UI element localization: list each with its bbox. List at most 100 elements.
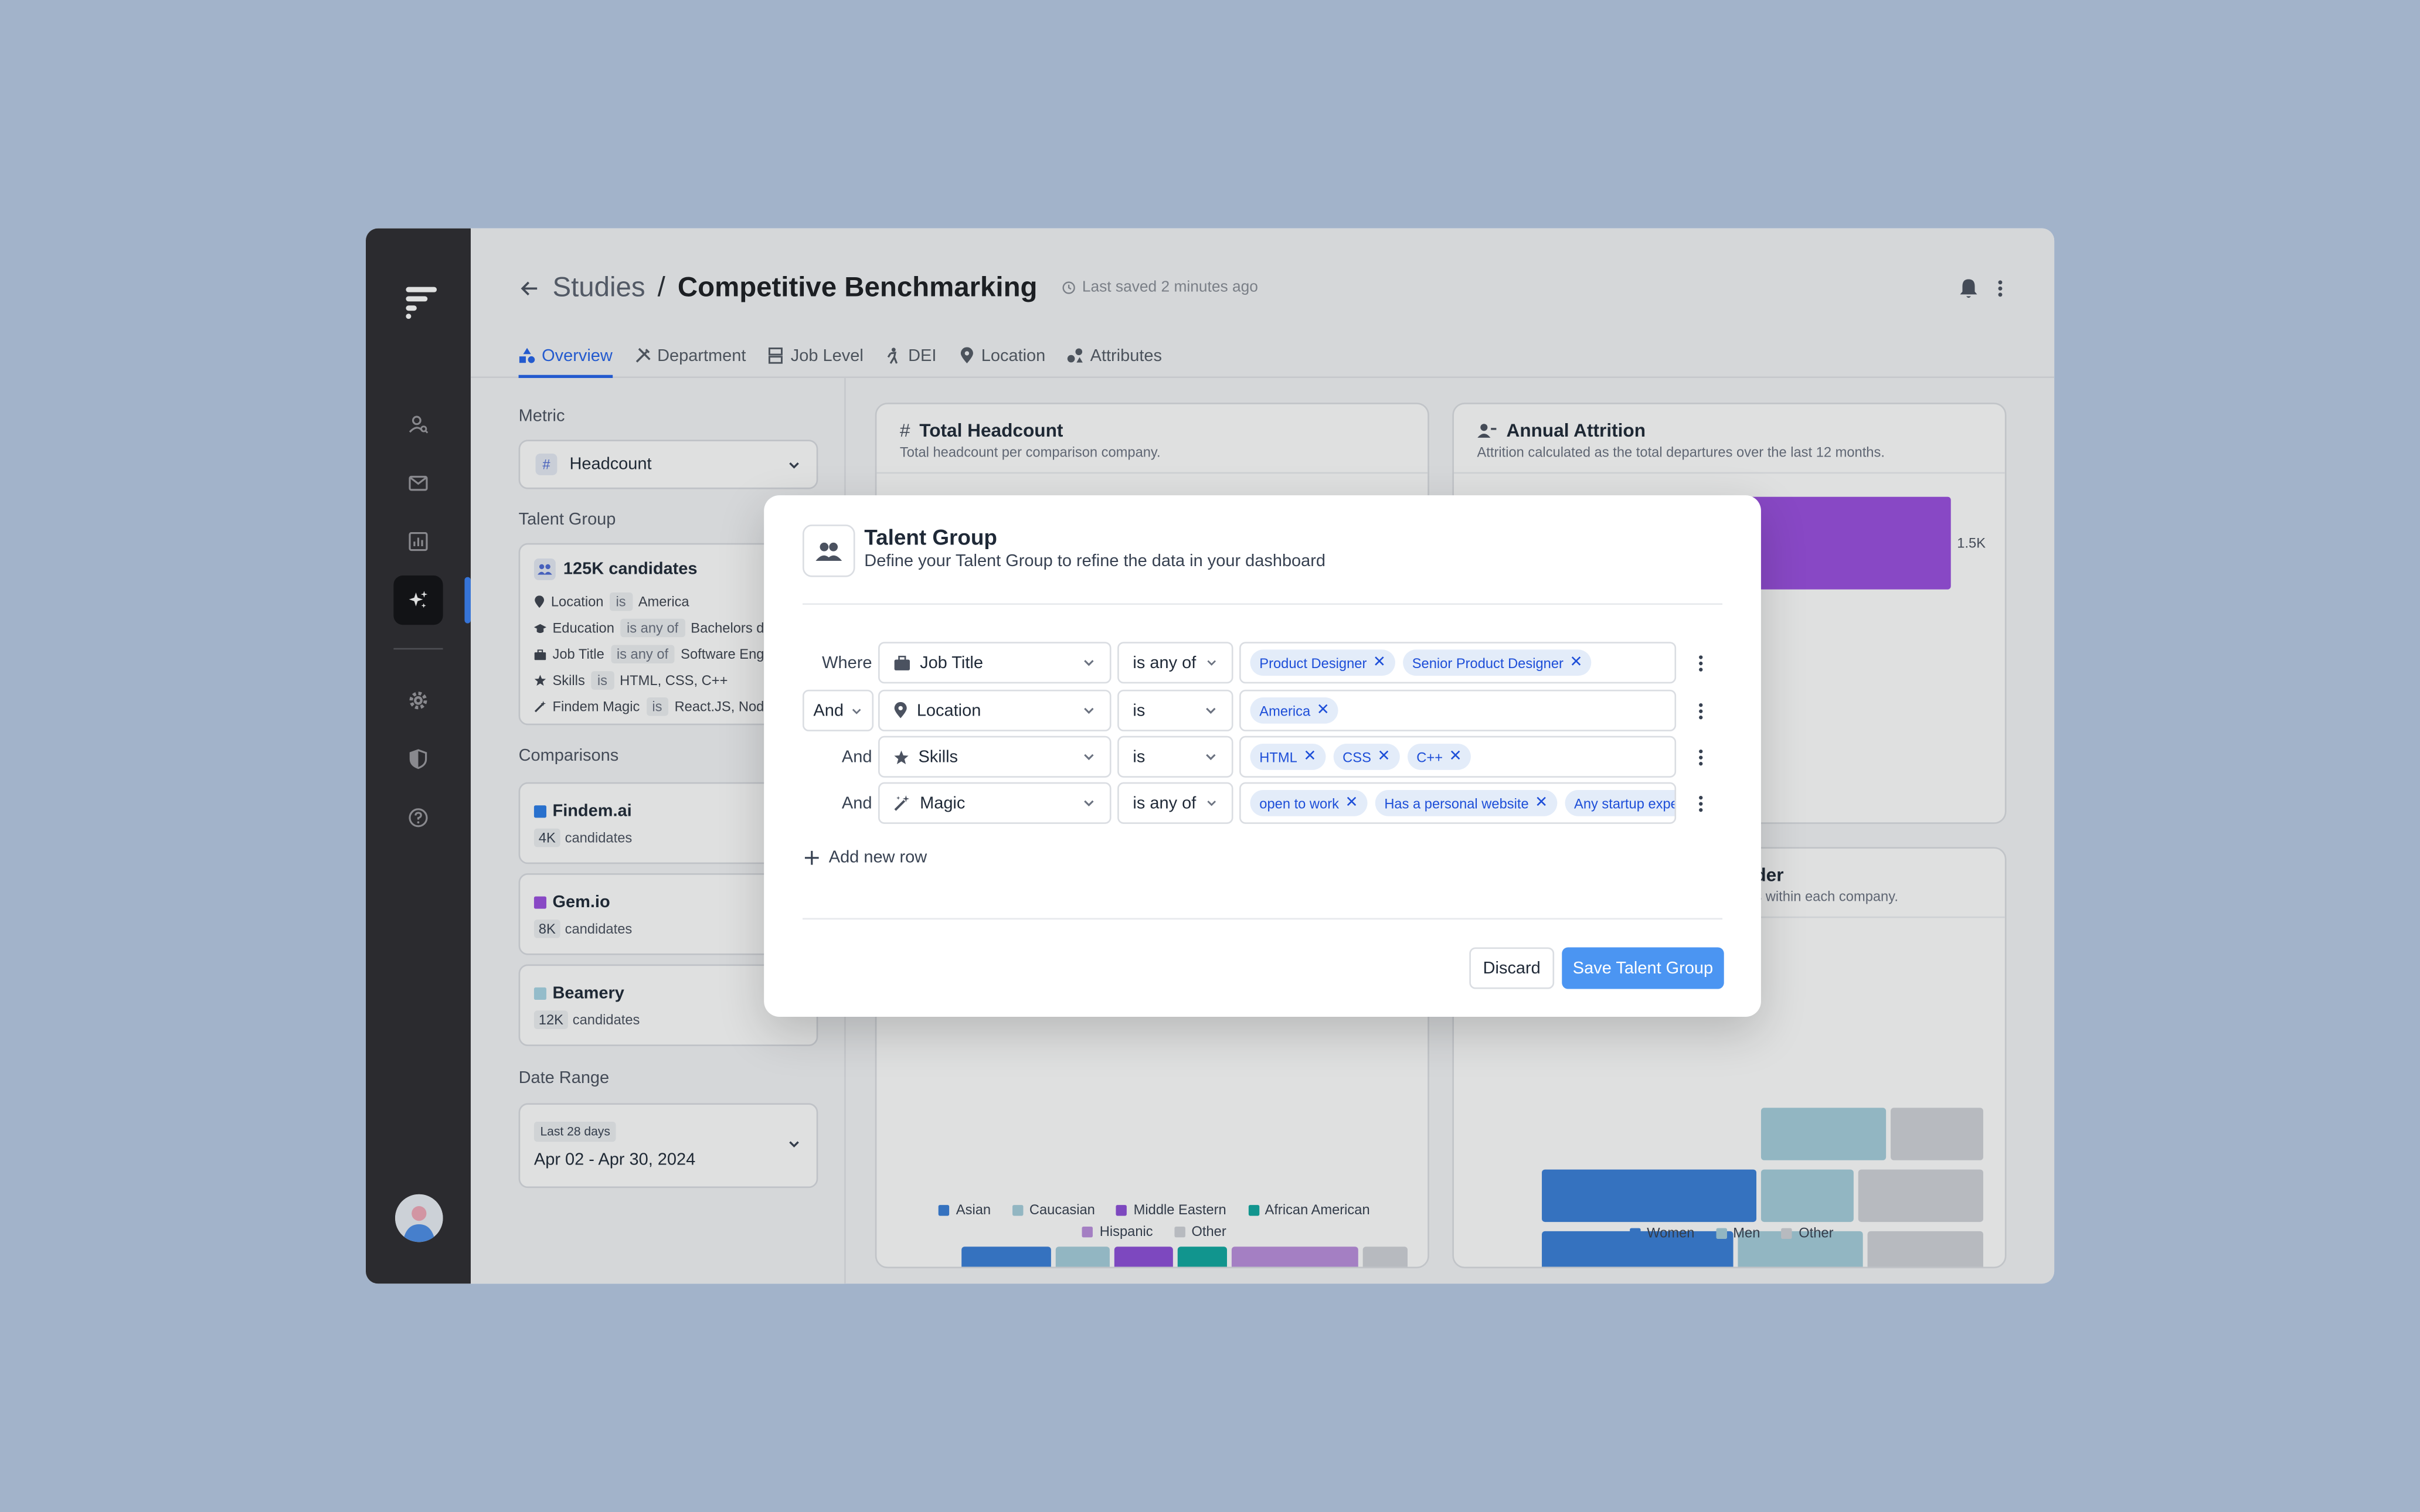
comparison-name: Gem.io — [552, 893, 610, 912]
field-select-job-title[interactable]: Job Title — [878, 642, 1112, 684]
clock-icon — [1062, 281, 1076, 294]
more-vertical-icon[interactable] — [1997, 278, 2004, 299]
remove-tag-icon[interactable]: ✕ — [1569, 654, 1583, 672]
remove-tag-icon[interactable]: ✕ — [1316, 701, 1330, 719]
chevron-down-icon — [1207, 801, 1216, 806]
tg-rule-field: Education — [552, 620, 614, 636]
comparison-count: 8K — [533, 920, 560, 938]
legend-item: African American — [1248, 1202, 1370, 1217]
tab-overview-label: Overview — [542, 346, 613, 365]
tg-rule-operator: is — [645, 697, 669, 716]
plus-icon — [804, 850, 819, 865]
chevron-down-icon — [789, 1141, 799, 1148]
help-icon[interactable] — [393, 793, 443, 842]
field-select-location[interactable]: Location — [878, 689, 1112, 731]
value-tag: America ✕ — [1250, 697, 1339, 724]
tg-rule-value: HTML, CSS, C++ — [620, 672, 728, 689]
tab-dei[interactable]: DEI — [885, 333, 936, 378]
magic-nav-icon[interactable] — [393, 575, 443, 625]
legend-swatch — [533, 805, 546, 818]
comparison-unit: candidates — [572, 1012, 640, 1028]
value-tags-input[interactable]: America ✕ — [1239, 689, 1677, 731]
talent-group-modal: Talent Group Define your Talent Group to… — [764, 495, 1761, 1017]
card-title: Total Headcount — [919, 420, 1063, 441]
legend-item: Other — [1174, 1224, 1226, 1239]
people-minus-icon — [1477, 424, 1497, 438]
nav-divider — [393, 648, 443, 650]
stacked-bar-segment — [960, 1247, 1051, 1267]
saved-status-text: Last saved 2 minutes ago — [1082, 279, 1258, 297]
value-tags-input[interactable]: HTML ✕ CSS ✕ C++ ✕ — [1239, 735, 1677, 778]
tab-department-label: Department — [657, 346, 746, 365]
row-more-icon[interactable] — [1691, 736, 1710, 778]
legend-item: Hispanic — [1082, 1224, 1153, 1239]
discard-button[interactable]: Discard — [1469, 947, 1555, 989]
field-select-value: Location — [916, 701, 981, 720]
comparison-name: Beamery — [552, 984, 624, 1003]
metric-select[interactable]: # Headcount — [518, 440, 818, 489]
attrition-value-label: 1.5K — [1957, 535, 1986, 551]
user-avatar[interactable] — [395, 1194, 443, 1242]
tab-overview[interactable]: Overview — [518, 333, 613, 379]
connector-select[interactable]: And — [803, 689, 874, 731]
save-talent-group-button[interactable]: Save Talent Group — [1562, 947, 1724, 989]
comparison-unit: candidates — [565, 921, 633, 937]
candidates-nav-icon[interactable] — [393, 400, 443, 449]
tg-rule-operator: is any of — [610, 645, 675, 664]
gender-legend: Women Men Other — [1485, 1225, 1979, 1241]
analytics-nav-icon[interactable] — [393, 517, 443, 566]
remove-tag-icon[interactable]: ✕ — [1535, 794, 1548, 812]
tab-job-level[interactable]: Job Level — [767, 333, 864, 378]
back-arrow-icon[interactable] — [519, 277, 541, 299]
tg-rule-education: Education is any of Bachelors d — [533, 618, 764, 638]
talent-group-count: 125K candidates — [533, 559, 698, 580]
tab-attributes-label: Attributes — [1090, 346, 1162, 365]
remove-tag-icon[interactable]: ✕ — [1377, 748, 1391, 765]
tab-department[interactable]: Department — [634, 333, 746, 378]
row-more-icon[interactable] — [1691, 782, 1710, 824]
field-select-skills[interactable]: Skills — [878, 735, 1112, 778]
value-tags-input[interactable]: open to work ✕ Has a personal website ✕ An… — [1239, 782, 1677, 824]
active-nav-indicator — [464, 577, 471, 624]
operator-value: is any of — [1133, 794, 1197, 813]
legend-swatch — [533, 896, 546, 909]
breadcrumb-studies-link[interactable]: Studies — [552, 271, 645, 303]
notification-bell-icon[interactable] — [1959, 278, 1979, 299]
tg-rule-skills: Skills is HTML, CSS, C++ — [534, 671, 728, 690]
legend-item: Asian — [939, 1202, 991, 1217]
value-tags-input[interactable]: Product Designer ✕ Senior Product Designe… — [1239, 642, 1677, 684]
operator-select[interactable]: is — [1117, 735, 1233, 778]
operator-select[interactable]: is any of — [1117, 642, 1233, 684]
tab-bar: Overview Department Job Level DEI Locati… — [518, 333, 1162, 379]
value-tag: Senior Product Designer ✕ — [1402, 649, 1592, 676]
remove-tag-icon[interactable]: ✕ — [1372, 654, 1386, 672]
stacked-bar-segment — [1858, 1169, 1984, 1222]
talent-group-count-text: 125K candidates — [563, 560, 698, 579]
operator-select[interactable]: is — [1117, 689, 1233, 731]
date-range-select[interactable]: Last 28 days Apr 02 - Apr 30, 2024 — [518, 1103, 818, 1189]
row-more-icon[interactable] — [1691, 642, 1710, 683]
settings-gear-icon[interactable] — [393, 676, 443, 725]
remove-tag-icon[interactable]: ✕ — [1303, 748, 1317, 765]
stacked-bar-segment — [1178, 1247, 1228, 1267]
row-more-icon[interactable] — [1691, 690, 1710, 731]
card-subtitle: Total headcount per comparison company. — [899, 444, 1161, 460]
star-icon — [894, 750, 909, 764]
remove-tag-icon[interactable]: ✕ — [1345, 794, 1358, 812]
app-logo[interactable] — [403, 285, 437, 319]
field-select-magic[interactable]: Magic — [878, 782, 1112, 824]
card-subtitle: Attrition calculated as the total depart… — [1477, 444, 1885, 460]
tab-attributes[interactable]: Attributes — [1067, 333, 1162, 378]
modal-divider — [803, 918, 1723, 920]
levels-icon — [769, 348, 783, 364]
security-shield-icon[interactable] — [393, 734, 443, 784]
operator-select[interactable]: is any of — [1117, 782, 1233, 824]
remove-tag-icon[interactable]: ✕ — [1449, 748, 1462, 765]
comparison-count: 12K — [533, 1010, 568, 1030]
connector-value: And — [813, 701, 844, 720]
tab-location[interactable]: Location — [958, 333, 1045, 378]
add-new-row-button[interactable]: Add new row — [804, 849, 927, 867]
comparison-unit: candidates — [565, 830, 633, 846]
stacked-bar-segment — [1760, 1108, 1886, 1160]
mail-nav-icon[interactable] — [393, 458, 443, 508]
